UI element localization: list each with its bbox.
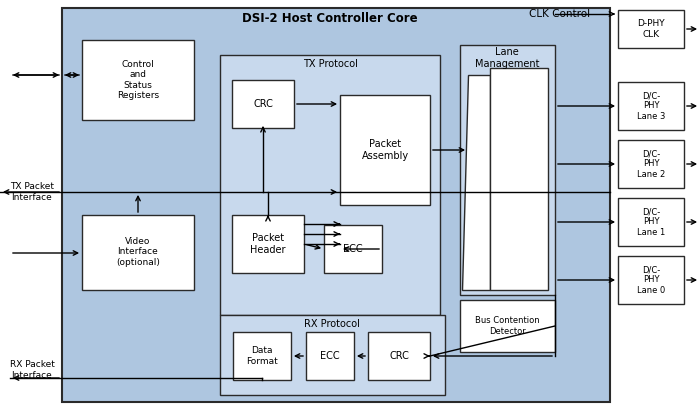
Bar <box>82 40 194 120</box>
Text: D/C-
PHY
Lane 3: D/C- PHY Lane 3 <box>637 91 665 121</box>
Text: Control
and
Status
Registers: Control and Status Registers <box>117 60 159 100</box>
Bar <box>340 95 430 205</box>
Bar <box>460 300 555 352</box>
Text: CRC: CRC <box>389 351 409 361</box>
Text: D/C-
PHY
Lane 0: D/C- PHY Lane 0 <box>637 265 665 295</box>
Bar <box>618 198 684 246</box>
Polygon shape <box>490 68 548 290</box>
Bar <box>618 140 684 188</box>
Bar <box>618 256 684 304</box>
Bar <box>232 80 294 128</box>
Text: Lane
Management: Lane Management <box>475 47 539 69</box>
Bar <box>306 332 354 380</box>
Text: RX Packet
Interface: RX Packet Interface <box>10 360 55 380</box>
Text: DSI-2 Host Controller Core: DSI-2 Host Controller Core <box>242 11 418 24</box>
Text: TX Packet
Interface: TX Packet Interface <box>10 182 54 202</box>
Bar <box>233 332 291 380</box>
Text: Packet
Header: Packet Header <box>251 233 286 255</box>
Text: D/C-
PHY
Lane 1: D/C- PHY Lane 1 <box>637 207 665 237</box>
Bar <box>324 225 382 273</box>
Text: Bus Contention
Detector: Bus Contention Detector <box>475 316 539 336</box>
Bar <box>618 10 684 48</box>
Bar <box>618 82 684 130</box>
Bar <box>368 332 430 380</box>
Text: Video
Interface
(optional): Video Interface (optional) <box>116 237 160 267</box>
Text: D/C-
PHY
Lane 2: D/C- PHY Lane 2 <box>637 149 665 179</box>
Text: CLK Control: CLK Control <box>529 9 591 19</box>
Text: Data
Format: Data Format <box>246 346 278 366</box>
Bar <box>220 55 440 315</box>
Polygon shape <box>462 75 490 290</box>
Text: Packet
Assembly: Packet Assembly <box>361 139 409 161</box>
Bar <box>62 8 610 402</box>
Bar <box>232 215 304 273</box>
Bar <box>82 215 194 290</box>
Text: ECC: ECC <box>320 351 340 361</box>
Bar <box>220 315 445 395</box>
Text: CRC: CRC <box>253 99 273 109</box>
Text: ECC: ECC <box>343 244 363 254</box>
Text: RX Protocol: RX Protocol <box>304 319 360 329</box>
Bar <box>460 45 555 295</box>
Text: TX Protocol: TX Protocol <box>302 59 358 69</box>
Text: D-PHY
CLK: D-PHY CLK <box>637 19 665 39</box>
